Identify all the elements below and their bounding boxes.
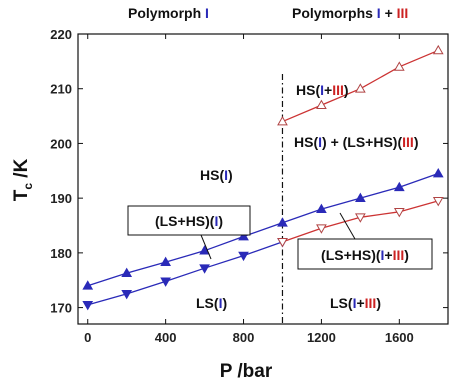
data-point (238, 230, 249, 241)
data-point (355, 213, 366, 223)
data-point (355, 83, 366, 93)
label-hs-i-iii: HS(I+III) (296, 82, 349, 98)
data-point (355, 192, 366, 203)
x-tick-label: 1600 (385, 330, 414, 345)
data-point (432, 197, 444, 207)
series-line (87, 241, 283, 306)
y-tick-label: 210 (50, 82, 72, 97)
data-point (432, 168, 444, 178)
data-point (277, 238, 288, 248)
callout-box-lshs-i (127, 205, 251, 236)
series-layer (82, 44, 444, 311)
data-point (277, 116, 288, 126)
callout-box-lshs-i-iii (297, 238, 433, 270)
data-point (393, 207, 405, 218)
x-axis-label: P /bar (220, 361, 273, 382)
label-ls-i: LS(I) (196, 295, 227, 311)
x-tick-label: 1200 (307, 330, 336, 345)
x-tick-label: 800 (233, 330, 255, 345)
data-point (316, 203, 327, 213)
header-left: Polymorph I (128, 5, 209, 21)
data-point (277, 217, 288, 227)
callout-pointer-lshs-i-iii (339, 212, 356, 240)
callout-text-lshs-i: (LS+HS)(I) (155, 213, 223, 229)
y-axis-label: Tc /K (11, 158, 35, 201)
data-point (160, 256, 171, 267)
label-ls-i-iii: LS(I+III) (330, 295, 381, 311)
plot-area (77, 33, 449, 325)
y-tick-label: 190 (50, 191, 72, 206)
data-point (82, 300, 94, 311)
y-tick-label: 220 (50, 27, 72, 42)
x-tick-label: 400 (155, 330, 177, 345)
data-point (160, 277, 171, 287)
series-line (87, 172, 439, 287)
y-tick-label: 200 (50, 136, 72, 151)
header-right: Polymorphs I + III (292, 5, 408, 21)
data-point (199, 264, 210, 274)
data-point (316, 99, 327, 110)
label-hs-i-plus-lshs-iii: HS(I) + (LS+HS)(III) (294, 134, 418, 150)
x-tick-label: 0 (84, 330, 91, 345)
data-point (121, 267, 133, 277)
data-point (121, 290, 133, 300)
data-point (82, 280, 94, 290)
y-tick-label: 180 (50, 246, 72, 261)
data-point (238, 251, 249, 262)
ticks-layer: 0 400 800 1200 1600 170 180 190 200 210 220 (50, 27, 448, 345)
data-point (393, 181, 405, 192)
data-point (432, 44, 444, 55)
callout-text-lshs-i-iii: (LS+HS)(I+III) (321, 247, 409, 263)
data-point (393, 61, 405, 71)
label-hs-i: HS(I) (200, 167, 233, 183)
y-tick-label: 170 (50, 301, 72, 316)
callout-pointer-lshs-i (200, 234, 212, 260)
data-point (316, 224, 327, 234)
